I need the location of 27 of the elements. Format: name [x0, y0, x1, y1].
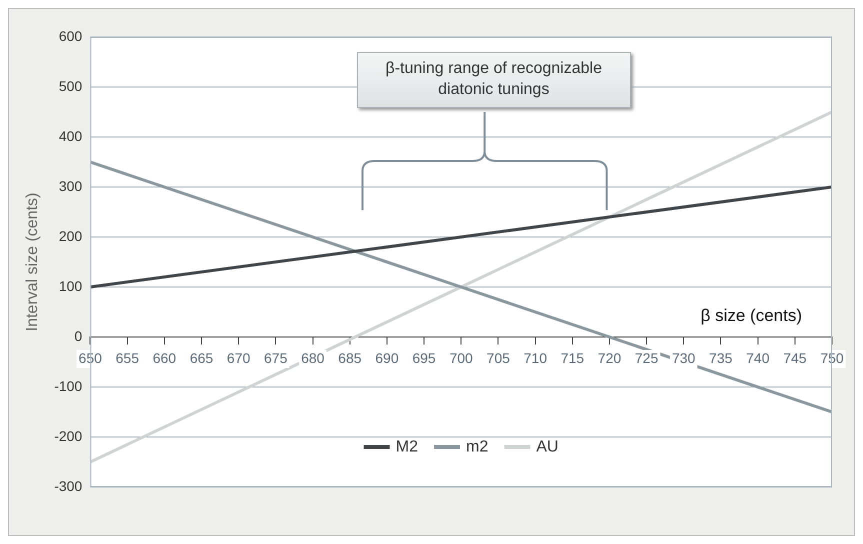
x-tick-label: 670 — [226, 350, 250, 366]
y-tick-label: 100 — [58, 278, 82, 294]
y-tick-label: -100 — [54, 378, 82, 394]
y-tick-label: -300 — [54, 478, 82, 494]
x-tick-label: 740 — [746, 350, 770, 366]
x-tick-label: 675 — [264, 350, 288, 366]
y-tick-label: 300 — [58, 178, 82, 194]
x-tick-label: 710 — [524, 350, 548, 366]
y-axis-title: Interval size (cents) — [24, 192, 42, 332]
x-tick-label: 660 — [152, 350, 176, 366]
x-tick-label: 705 — [486, 350, 510, 366]
y-tick-label: 400 — [58, 128, 82, 144]
x-axis-title: β size (cents) — [700, 306, 802, 326]
legend-label: M2 — [396, 438, 418, 456]
x-tick-label: 700 — [449, 350, 474, 366]
x-tick-label: 735 — [709, 350, 733, 366]
y-tick-label: 600 — [58, 28, 82, 44]
y-tick-label: 0 — [74, 328, 82, 344]
legend-label: AU — [536, 438, 558, 456]
y-tick-label: 200 — [58, 228, 82, 244]
callout-box: β-tuning range of recognizable diatonic tunings — [356, 52, 631, 108]
x-tick-label: 730 — [672, 350, 696, 366]
x-tick-label: 745 — [783, 350, 807, 366]
legend-label: m2 — [466, 438, 488, 456]
x-tick-label: 720 — [598, 350, 622, 366]
y-tick-label: 500 — [58, 78, 82, 94]
y-tick-label: -200 — [54, 428, 82, 444]
